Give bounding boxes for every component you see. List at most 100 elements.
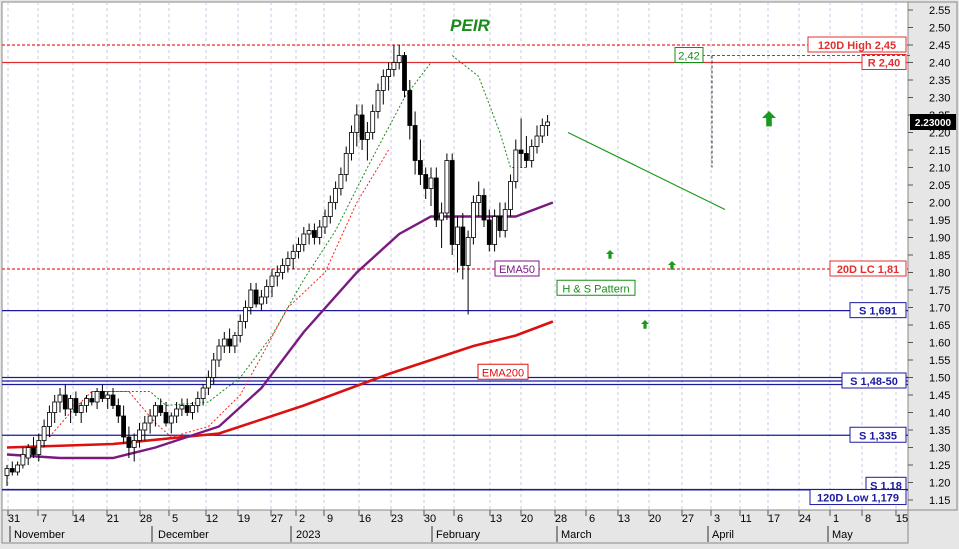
candle-body [439, 212, 445, 221]
x-month-label: March [561, 529, 592, 541]
candle-body [15, 464, 21, 473]
candle-body [190, 405, 195, 413]
x-day-label: 17 [768, 513, 780, 525]
pattern-badge [556, 279, 636, 296]
candle-body [126, 436, 132, 448]
candle-body [216, 345, 222, 361]
x-day-label: 20 [649, 513, 661, 525]
ema200-line [6, 320, 554, 449]
y-tick-label: 2.10 [929, 163, 950, 175]
candle-body [248, 289, 254, 308]
x-day-label: 23 [391, 513, 403, 525]
candle-body [545, 121, 550, 126]
y-tick-label: 1.65 [929, 320, 950, 332]
candle-body [258, 296, 264, 305]
candle-body [386, 69, 392, 77]
candle-body [84, 398, 89, 406]
candle-body [359, 114, 365, 140]
level-label: S 1,691 [859, 306, 897, 318]
level-badge [861, 54, 907, 70]
candle-body [481, 195, 487, 221]
price-axis [907, 1, 958, 511]
candle-body [243, 307, 248, 322]
neckline [567, 131, 726, 211]
x-day-label: 13 [490, 513, 502, 525]
y-tick-label: 2.35 [929, 75, 950, 87]
last-price-badge [910, 114, 956, 130]
candle-body [423, 174, 429, 189]
candle-body [354, 114, 360, 133]
y-tick-label: 1.50 [929, 373, 950, 385]
y-tick-label: 1.90 [929, 233, 950, 245]
candle-body [142, 422, 148, 431]
x-month-label: February [436, 529, 481, 541]
candle-body [375, 90, 381, 112]
candle-body [264, 286, 270, 298]
y-tick-label: 2.00 [929, 198, 950, 210]
candle-body [211, 359, 217, 378]
candle-body [407, 90, 413, 126]
y-tick-label: 1.15 [929, 495, 950, 507]
level-badge [849, 426, 907, 443]
y-tick-label: 1.75 [929, 285, 950, 297]
ema50-label: EMA50 [499, 264, 535, 276]
candle-body [200, 387, 206, 399]
x-month-label: May [832, 529, 853, 541]
ema200-label: EMA200 [482, 367, 524, 379]
x-day-label: 19 [238, 513, 250, 525]
candle-body [62, 394, 68, 410]
x-day-label: 28 [140, 513, 152, 525]
candle-body [205, 377, 211, 389]
candle-body [460, 226, 466, 266]
candle-body [227, 338, 233, 347]
candle-body [163, 412, 169, 424]
x-day-label: 11 [740, 513, 751, 525]
x-day-label: 2 [299, 513, 305, 525]
candle-body [47, 412, 52, 427]
level-badge [849, 302, 907, 319]
horizontal-levels: 120D High 2,45 R 2,40 20D LC 1,81 S 1,691 S … [2, 36, 908, 506]
plot-area [1, 1, 909, 511]
candle-body [311, 230, 317, 238]
candle-body [131, 440, 137, 448]
x-day-label: 7 [41, 513, 47, 525]
candle-body [428, 177, 434, 189]
candle-body [317, 226, 323, 238]
candle-body [100, 391, 105, 399]
candle-body [364, 132, 370, 140]
candle-body [343, 153, 349, 175]
y-tick-label: 1.20 [929, 478, 950, 490]
y-tick-label: 1.35 [929, 425, 950, 437]
candle-body [269, 275, 275, 287]
x-day-label: 9 [327, 513, 333, 525]
candle-body [502, 209, 508, 231]
candle-body [115, 405, 121, 417]
candle-body [322, 216, 328, 228]
candle-body [486, 219, 492, 245]
candle-body [57, 394, 63, 403]
time-axis [1, 509, 909, 544]
candle-body [52, 401, 58, 413]
y-tick-label: 1.25 [929, 460, 950, 472]
peak-badge [674, 47, 704, 63]
level-badge [809, 489, 907, 506]
y-tick-label: 2.50 [929, 23, 950, 35]
peak-label: 2,42 [678, 51, 699, 63]
level-label: 20D LC 1,81 [837, 264, 899, 276]
candle-body [237, 321, 243, 336]
up-arrow-icon [641, 320, 649, 329]
y-tick-label: 2.15 [929, 145, 950, 157]
trailing-red-line [49, 149, 390, 438]
ema200-badge [477, 363, 529, 380]
decorations: 2,42 H & S Pattern EMA50 EMA200 [477, 47, 910, 380]
candle-body [89, 398, 95, 403]
candle-body [539, 125, 545, 137]
candle-body [518, 149, 524, 154]
y-tick-label: 1.55 [929, 355, 950, 367]
candle-body [476, 195, 482, 203]
x-month-label: December [158, 529, 209, 541]
candle-body [9, 468, 15, 473]
x-day-label: 27 [271, 513, 283, 525]
candle-body [232, 335, 238, 347]
